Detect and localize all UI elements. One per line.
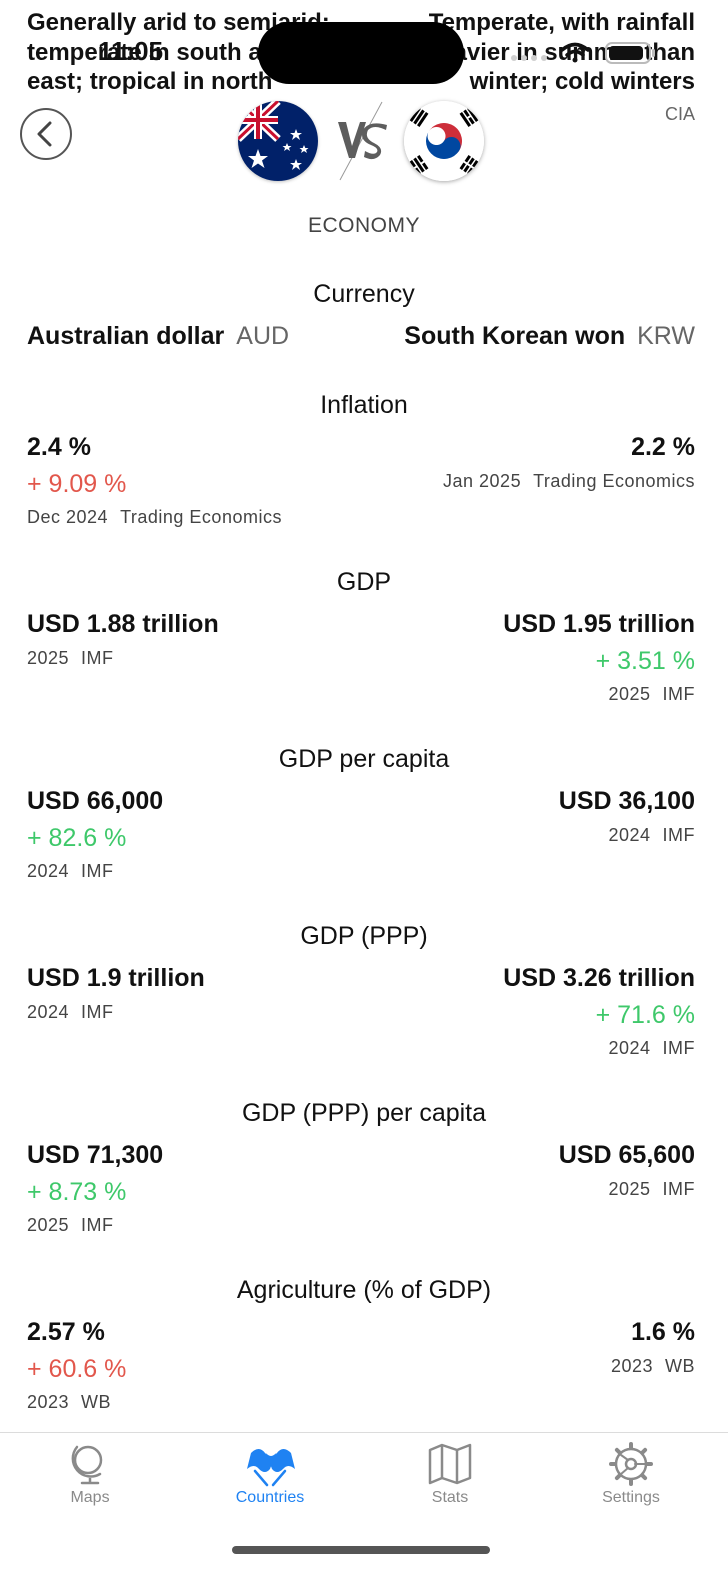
inflation-title: Inflation <box>320 391 408 419</box>
source-year: 2024 <box>27 861 70 881</box>
gdp-per-capita-right-source: 2024 IMF <box>608 825 695 846</box>
agriculture-title: Agriculture (% of GDP) <box>236 1276 492 1304</box>
source-year: Jan 2025 <box>443 471 522 491</box>
tab-bar: Maps Countries Stats <box>0 1432 728 1583</box>
gdp-per-capita-right-value: USD 36,100 <box>558 787 695 815</box>
gdp-ppp-right-delta: + 71.6 % <box>595 1001 695 1029</box>
source-name: IMF <box>662 825 695 845</box>
tab-label: Maps <box>70 1489 110 1506</box>
climate-right-line: winter; cold winters <box>469 68 695 95</box>
climate-right: Temperate, with rainfall heavier in summ… <box>426 8 695 97</box>
source-name: IMF <box>81 1002 114 1022</box>
agriculture-left-delta: + 60.6 % <box>27 1355 127 1383</box>
tab-maps[interactable]: Maps <box>30 1441 150 1507</box>
gdp-per-capita-title: GDP per capita <box>278 745 450 773</box>
gdp-right-delta: + 3.51 % <box>595 647 695 675</box>
gdp-left-value: USD 1.88 trillion <box>27 610 219 638</box>
australia-flag <box>238 101 318 181</box>
source-year: 2023 <box>610 1356 653 1376</box>
signal-icon <box>511 55 547 61</box>
source-name: IMF <box>81 1215 114 1235</box>
agriculture-right-value: 1.6 % <box>631 1318 695 1346</box>
gdp-left-source: 2025 IMF <box>27 648 114 669</box>
gdp-per-capita-left-source: 2024 IMF <box>27 861 114 882</box>
climate-left-line: east; tropical in north <box>27 68 273 95</box>
climate-right-line: Temperate, with rainfall <box>428 9 695 36</box>
source-name: Trading Economics <box>533 471 695 491</box>
dynamic-island <box>258 22 464 84</box>
gdp-ppp-left-source: 2024 IMF <box>27 1002 114 1023</box>
currency-right: South Korean won KRW <box>404 322 695 351</box>
gdp-ppp-per-capita-left-delta: + 8.73 % <box>27 1178 127 1206</box>
currency-name: South Korean won <box>404 322 626 350</box>
gdp-ppp-right-value: USD 3.26 trillion <box>503 964 695 992</box>
gdp-ppp-title: GDP (PPP) <box>300 922 428 950</box>
home-indicator[interactable] <box>232 1546 490 1554</box>
battery-icon <box>605 42 655 64</box>
tab-stats[interactable]: Stats <box>390 1441 510 1507</box>
inflation-right-source: Jan 2025 Trading Economics <box>443 471 695 492</box>
source-year: 2024 <box>27 1002 70 1022</box>
back-button[interactable] <box>20 108 72 160</box>
source-year: 2024 <box>608 1038 651 1058</box>
inflation-left-value: 2.4 % <box>27 433 91 461</box>
source-year: Dec 2024 <box>27 507 109 527</box>
south-korea-flag <box>404 101 484 181</box>
tab-settings[interactable]: Settings <box>571 1441 691 1507</box>
gdp-ppp-left-value: USD 1.9 trillion <box>27 964 205 992</box>
inflation-right-value: 2.2 % <box>631 433 695 461</box>
source-name: IMF <box>662 1179 695 1199</box>
inflation-left-delta: + 9.09 % <box>27 470 127 498</box>
section-title: ECONOMY <box>307 214 420 237</box>
source-name: IMF <box>81 861 114 881</box>
gdp-title: GDP <box>336 568 392 596</box>
source-year: 2025 <box>608 684 651 704</box>
gdp-right-source: 2025 IMF <box>608 684 695 705</box>
map-icon <box>428 1443 472 1485</box>
status-time: 11:05 <box>98 36 164 66</box>
inflation-left-source: Dec 2024 Trading Economics <box>27 507 282 528</box>
status-icons <box>511 42 655 64</box>
gdp-ppp-per-capita-right-value: USD 65,600 <box>558 1141 695 1169</box>
currency-code: KRW <box>637 322 695 350</box>
gdp-ppp-per-capita-right-source: 2025 IMF <box>608 1179 695 1200</box>
gdp-ppp-right-source: 2024 IMF <box>608 1038 695 1059</box>
source-year: 2023 <box>27 1392 70 1412</box>
tab-label: Settings <box>602 1489 660 1506</box>
currency-code: AUD <box>236 322 290 350</box>
vs-icon <box>338 101 387 181</box>
wifi-icon <box>560 42 590 63</box>
currency-left: Australian dollar AUD <box>27 322 289 351</box>
gear-icon <box>609 1442 653 1486</box>
gdp-per-capita-left-value: USD 66,000 <box>27 787 164 815</box>
source-year: 2025 <box>27 1215 70 1235</box>
source-year: 2025 <box>608 1179 651 1199</box>
currency-name: Australian dollar <box>27 322 225 350</box>
gdp-right-value: USD 1.95 trillion <box>503 610 695 638</box>
source-name: Trading Economics <box>120 507 282 527</box>
tab-label: Stats <box>431 1489 469 1506</box>
source-name: IMF <box>662 684 695 704</box>
globe-icon <box>71 1445 103 1485</box>
gdp-ppp-per-capita-left-value: USD 71,300 <box>27 1141 164 1169</box>
climate-left-line: temperate in south and <box>27 38 292 66</box>
tab-label: Countries <box>235 1489 305 1506</box>
flags-icon <box>247 1449 295 1487</box>
gdp-ppp-per-capita-left-source: 2025 IMF <box>27 1215 114 1236</box>
source-name: IMF <box>81 648 114 668</box>
source-name: WB <box>665 1356 695 1376</box>
source-name: WB <box>81 1392 112 1412</box>
chevron-left-icon <box>37 121 52 147</box>
agriculture-right-source: 2023 WB <box>611 1356 695 1377</box>
source-year: 2024 <box>608 825 651 845</box>
climate-source: CIA <box>664 104 695 124</box>
currency-title: Currency <box>313 280 415 308</box>
source-name: IMF <box>662 1038 695 1058</box>
tab-countries[interactable]: Countries <box>210 1441 330 1507</box>
source-year: 2025 <box>27 648 70 668</box>
agriculture-left-source: 2023 WB <box>27 1392 111 1413</box>
gdp-per-capita-left-delta: + 82.6 % <box>27 824 127 852</box>
agriculture-left-value: 2.57 % <box>27 1318 105 1346</box>
gdp-ppp-per-capita-title: GDP (PPP) per capita <box>241 1099 487 1127</box>
